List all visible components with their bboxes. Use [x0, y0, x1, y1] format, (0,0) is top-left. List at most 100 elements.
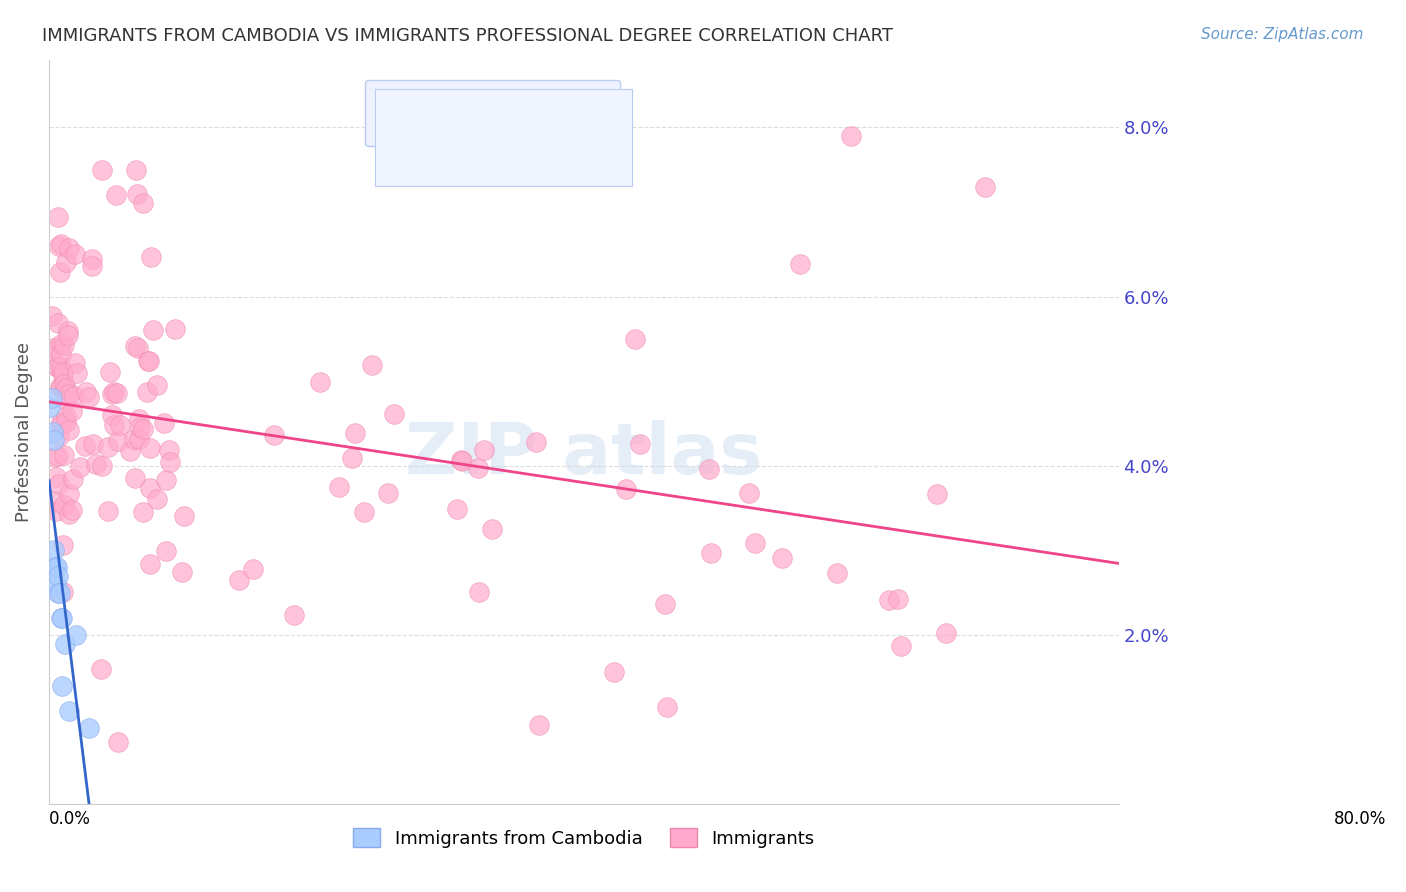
- Point: [446, 501, 468, 516]
- Point: [927, 487, 949, 501]
- Point: [49, 415, 72, 429]
- Point: [51, 418, 73, 433]
- Point: [65, 247, 87, 261]
- Point: [53, 636, 76, 650]
- Point: [361, 358, 384, 372]
- Point: [153, 416, 176, 430]
- Text: ZIP atlas: ZIP atlas: [405, 420, 762, 489]
- Point: [39, 400, 62, 414]
- Point: [101, 408, 124, 422]
- Point: [614, 482, 637, 496]
- Text: 80.0%: 80.0%: [1334, 810, 1386, 829]
- Point: [45, 560, 67, 574]
- Point: [73, 439, 96, 453]
- Point: [56, 327, 79, 342]
- Point: [48, 586, 70, 600]
- Point: [101, 387, 124, 401]
- Point: [138, 442, 160, 456]
- Point: [55, 392, 77, 407]
- Point: [49, 359, 72, 374]
- Point: [48, 210, 70, 224]
- Point: [125, 162, 148, 177]
- Point: [52, 498, 75, 512]
- Point: [377, 486, 399, 500]
- Point: [41, 341, 63, 355]
- Point: [48, 477, 70, 491]
- Point: [700, 546, 723, 560]
- Point: [129, 420, 152, 434]
- Point: [45, 360, 67, 375]
- Point: [51, 679, 73, 693]
- Point: [124, 339, 146, 353]
- Point: [51, 237, 73, 252]
- Point: [128, 432, 150, 446]
- Point: [69, 460, 91, 475]
- Point: [159, 455, 181, 469]
- Point: [340, 451, 363, 466]
- Point: [128, 411, 150, 425]
- Point: [103, 385, 125, 400]
- Point: [789, 257, 811, 271]
- Point: [63, 389, 86, 403]
- Point: [132, 421, 155, 435]
- Point: [382, 407, 405, 421]
- Point: [228, 573, 250, 587]
- Point: [62, 472, 84, 486]
- Point: [738, 486, 761, 500]
- Point: [283, 607, 305, 622]
- Point: [49, 265, 72, 279]
- Point: [46, 316, 69, 330]
- Point: [467, 585, 489, 599]
- Point: [654, 597, 676, 611]
- Point: [49, 380, 72, 394]
- Point: [52, 338, 75, 352]
- Point: [60, 404, 83, 418]
- Point: [58, 424, 80, 438]
- Point: [44, 450, 66, 464]
- Point: [45, 577, 67, 591]
- Point: [52, 537, 75, 551]
- Point: [107, 434, 129, 448]
- Point: [935, 625, 957, 640]
- Point: [103, 418, 125, 433]
- Point: [120, 443, 142, 458]
- Point: [80, 252, 103, 267]
- Point: [86, 458, 108, 472]
- Text: 0.0%: 0.0%: [49, 810, 91, 829]
- Text: IMMIGRANTS FROM CAMBODIA VS IMMIGRANTS PROFESSIONAL DEGREE CORRELATION CHART: IMMIGRANTS FROM CAMBODIA VS IMMIGRANTS P…: [42, 27, 893, 45]
- Point: [51, 611, 73, 625]
- Point: [138, 354, 160, 368]
- Point: [51, 379, 73, 393]
- Point: [624, 332, 647, 346]
- Point: [697, 462, 720, 476]
- Point: [58, 507, 80, 521]
- Point: [122, 432, 145, 446]
- Point: [65, 356, 87, 370]
- Point: [628, 437, 651, 451]
- Point: [139, 482, 162, 496]
- Point: [52, 365, 75, 379]
- Point: [46, 569, 69, 583]
- Point: [91, 162, 114, 177]
- Point: [136, 384, 159, 399]
- Point: [80, 259, 103, 273]
- Point: [125, 187, 148, 202]
- Y-axis label: Professional Degree: Professional Degree: [15, 342, 32, 522]
- Point: [104, 188, 127, 202]
- Point: [58, 241, 80, 255]
- Point: [467, 460, 489, 475]
- Point: [770, 550, 793, 565]
- Point: [55, 255, 77, 269]
- Point: [172, 565, 194, 579]
- Point: [890, 639, 912, 653]
- Point: [90, 458, 112, 473]
- Point: [131, 505, 153, 519]
- Point: [55, 415, 77, 429]
- Point: [51, 368, 73, 383]
- Point: [138, 558, 160, 572]
- Point: [90, 662, 112, 676]
- Point: [131, 196, 153, 211]
- Legend: Immigrants from Cambodia, Immigrants: Immigrants from Cambodia, Immigrants: [346, 821, 821, 855]
- Point: [58, 387, 80, 401]
- Point: [157, 442, 180, 457]
